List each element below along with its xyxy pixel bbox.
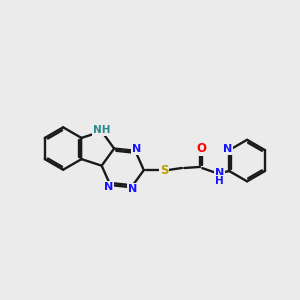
Text: N: N bbox=[104, 182, 113, 191]
Text: S: S bbox=[160, 164, 168, 177]
Text: H: H bbox=[215, 176, 224, 186]
Text: NH: NH bbox=[93, 125, 110, 135]
Text: N: N bbox=[132, 144, 142, 154]
Text: N: N bbox=[223, 144, 232, 154]
Text: N: N bbox=[128, 184, 137, 194]
Text: O: O bbox=[196, 142, 206, 155]
Text: N: N bbox=[215, 169, 224, 178]
